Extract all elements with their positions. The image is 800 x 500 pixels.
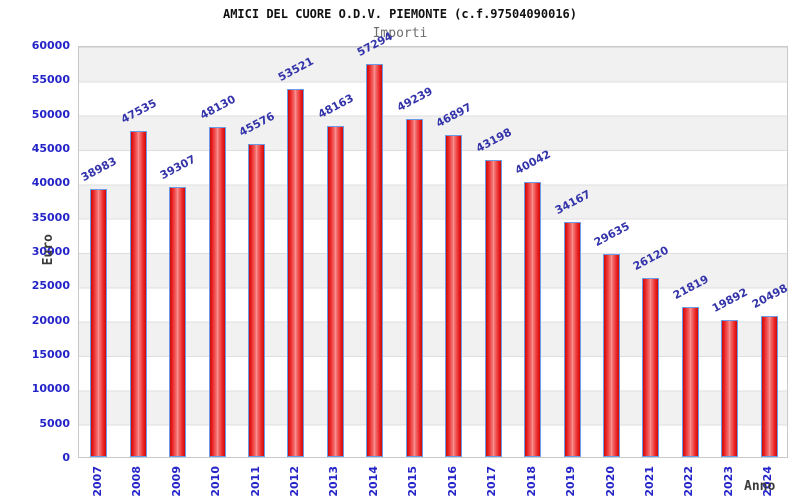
- bar-value-label: 48130: [197, 92, 238, 122]
- plot-area: 38983 47535 39307 48130 45576 53521 48163 57294…: [78, 30, 790, 458]
- bar-value-label: 47535: [118, 96, 159, 126]
- bar: [445, 135, 462, 457]
- y-tick-label: 60000: [31, 39, 70, 52]
- chart-subtitle: Importi: [372, 26, 428, 41]
- bar-value-label: 19892: [709, 285, 750, 315]
- bar: [248, 144, 265, 457]
- x-tick-label: 2010: [209, 466, 222, 497]
- x-tick-label: 2015: [406, 466, 419, 497]
- x-tick-label: 2013: [327, 466, 340, 497]
- chart-title: AMICI DEL CUORE O.D.V. PIEMONTE (c.f.975…: [222, 7, 577, 21]
- y-tick-label: 20000: [31, 314, 70, 327]
- bar-value-label: 34167: [552, 187, 593, 217]
- bar-value-label: 39307: [157, 152, 198, 182]
- bar: [130, 131, 147, 457]
- bar-value-label: 26120: [630, 243, 671, 273]
- x-tick-label: 2007: [91, 466, 104, 497]
- y-tick-label: 55000: [31, 73, 70, 86]
- x-tick-label: 2023: [722, 466, 735, 497]
- x-tick-label: 2008: [130, 466, 143, 497]
- bar-value-label: 38983: [78, 154, 119, 184]
- bar: [721, 320, 738, 457]
- bar-value-label: 46897: [433, 100, 474, 130]
- bar-value-label: 20498: [749, 281, 790, 311]
- bar: [406, 119, 423, 457]
- bar: [761, 316, 778, 457]
- x-tick-label: 2018: [525, 466, 538, 497]
- y-tick-label: 0: [62, 451, 70, 464]
- bar-value-label: 45576: [236, 109, 277, 139]
- y-tick-label: 45000: [31, 142, 70, 155]
- y-tick-label: 50000: [31, 108, 70, 121]
- x-tick-label: 2014: [367, 466, 380, 497]
- bar-value-label: 49239: [394, 84, 435, 114]
- bar: [485, 160, 502, 457]
- x-axis-title: Anno: [744, 479, 776, 494]
- y-tick-label: 10000: [31, 382, 70, 395]
- bar: [603, 254, 620, 457]
- x-tick-label: 2022: [682, 466, 695, 497]
- y-tick-label: 25000: [31, 279, 70, 292]
- bar-value-label: 40042: [512, 147, 553, 177]
- bar: [327, 126, 344, 457]
- y-tick-label: 15000: [31, 348, 70, 361]
- x-tick-label: 2017: [485, 466, 498, 497]
- bar-value-label: 48163: [315, 91, 356, 121]
- y-tick-label: 5000: [39, 417, 70, 430]
- bar: [564, 222, 581, 457]
- x-tick-label: 2016: [446, 466, 459, 497]
- x-tick-label: 2009: [170, 466, 183, 497]
- y-tick-label: 40000: [31, 176, 70, 189]
- bar-value-label: 53521: [275, 54, 316, 84]
- bar: [682, 307, 699, 457]
- x-tick-label: 2012: [288, 466, 301, 497]
- x-tick-label: 2021: [643, 466, 656, 497]
- bar: [287, 89, 304, 457]
- bar: [90, 189, 107, 457]
- bar-value-label: 43198: [473, 125, 514, 155]
- bar: [209, 127, 226, 457]
- x-tick-label: 2019: [564, 466, 577, 497]
- x-tick-label: 2011: [249, 466, 262, 497]
- x-tick-label: 2020: [604, 466, 617, 497]
- bar-value-label: 29635: [591, 219, 632, 249]
- y-axis-title: Euro: [41, 234, 56, 266]
- y-tick-label: 30000: [31, 245, 70, 258]
- bar: [366, 64, 383, 457]
- bar-value-label: 21819: [670, 272, 711, 302]
- bar: [642, 278, 659, 457]
- bar: [169, 187, 186, 457]
- y-tick-label: 35000: [31, 211, 70, 224]
- bar: [524, 182, 541, 457]
